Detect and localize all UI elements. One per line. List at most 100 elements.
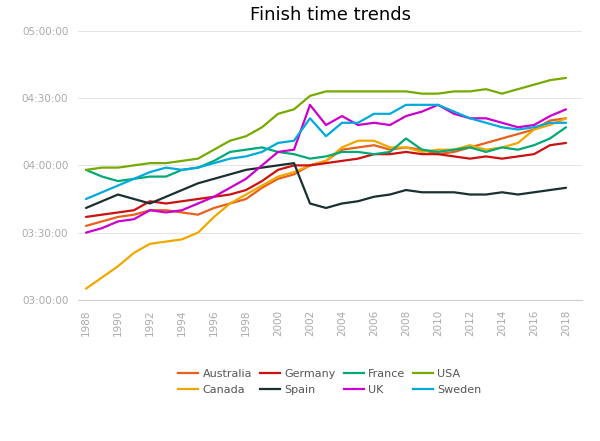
Line: Australia: Australia (86, 118, 566, 226)
Germany (178, 198, 185, 204)
USA (530, 82, 538, 87)
Australia (370, 142, 377, 148)
Canada (355, 138, 362, 143)
Canada (338, 145, 346, 150)
France (307, 156, 314, 161)
UK (451, 111, 458, 116)
Legend: Australia, Canada, Germany, Spain, France, UK, USA, Sweden: Australia, Canada, Germany, Spain, Franc… (174, 365, 486, 399)
Canada (115, 264, 122, 269)
Australia (547, 118, 554, 123)
USA (482, 86, 490, 92)
Canada (547, 122, 554, 128)
Canada (226, 201, 233, 206)
Australia (211, 206, 218, 211)
UK (403, 113, 410, 119)
USA (307, 93, 314, 98)
Canada (482, 147, 490, 152)
UK (482, 116, 490, 121)
Germany (403, 149, 410, 154)
Sweden (466, 116, 473, 121)
Sweden (290, 138, 298, 143)
Germany (307, 163, 314, 168)
USA (178, 158, 185, 164)
Sweden (530, 125, 538, 130)
France (562, 125, 569, 130)
Germany (562, 140, 569, 146)
Australia (274, 176, 281, 182)
Germany (386, 152, 394, 157)
Germany (355, 156, 362, 161)
Canada (146, 241, 154, 247)
USA (562, 75, 569, 81)
France (434, 149, 442, 154)
Sweden (194, 165, 202, 170)
Spain (82, 206, 89, 211)
Sweden (115, 183, 122, 188)
Canada (370, 138, 377, 143)
Canada (530, 127, 538, 132)
Australia (130, 212, 137, 217)
Sweden (242, 154, 250, 159)
USA (418, 91, 425, 96)
France (338, 149, 346, 154)
Australia (355, 145, 362, 150)
Spain (290, 161, 298, 166)
France (178, 167, 185, 172)
Germany (482, 154, 490, 159)
France (115, 179, 122, 184)
Germany (290, 163, 298, 168)
Spain (226, 172, 233, 177)
Sweden (307, 116, 314, 121)
Germany (370, 152, 377, 157)
USA (226, 138, 233, 143)
UK (82, 230, 89, 235)
France (466, 145, 473, 150)
UK (226, 185, 233, 191)
Sweden (562, 120, 569, 125)
France (499, 145, 506, 150)
Sweden (146, 169, 154, 175)
Spain (418, 190, 425, 195)
Sweden (259, 149, 266, 154)
USA (194, 156, 202, 161)
UK (242, 176, 250, 182)
UK (290, 147, 298, 152)
Spain (163, 194, 170, 199)
Canada (307, 163, 314, 168)
France (355, 149, 362, 154)
Sweden (163, 165, 170, 170)
Canada (82, 286, 89, 292)
Canada (290, 169, 298, 175)
Spain (530, 190, 538, 195)
Germany (418, 152, 425, 157)
Spain (355, 198, 362, 204)
France (403, 136, 410, 141)
Germany (338, 158, 346, 164)
Sweden (514, 127, 521, 132)
Germany (274, 167, 281, 172)
Sweden (547, 120, 554, 125)
UK (307, 102, 314, 108)
Spain (274, 163, 281, 168)
USA (274, 111, 281, 116)
USA (130, 163, 137, 168)
Australia (482, 140, 490, 146)
Germany (322, 161, 329, 166)
Canada (274, 174, 281, 179)
Canada (403, 145, 410, 150)
UK (194, 201, 202, 206)
UK (130, 217, 137, 222)
Spain (370, 194, 377, 199)
UK (418, 109, 425, 114)
Australia (466, 145, 473, 150)
USA (338, 89, 346, 94)
Sweden (130, 176, 137, 182)
Germany (547, 142, 554, 148)
Line: France: France (86, 127, 566, 181)
USA (82, 167, 89, 172)
Canada (178, 237, 185, 242)
Spain (499, 190, 506, 195)
France (211, 158, 218, 164)
Sweden (482, 120, 490, 125)
Germany (146, 198, 154, 204)
